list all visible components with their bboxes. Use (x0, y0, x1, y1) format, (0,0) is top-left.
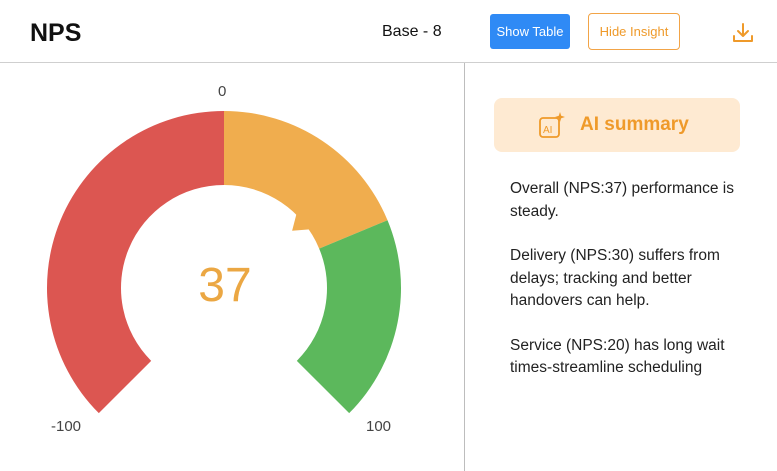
gauge-tick-mid: 0 (218, 83, 227, 100)
gauge-segment-promoter (296, 220, 401, 414)
gauge-tick-min: -100 (51, 418, 82, 435)
gauge-needle (292, 212, 311, 231)
insight-item: Delivery (NPS:30) suffers from delays; t… (510, 247, 720, 309)
nps-gauge: 0 -100 100 37 (0, 63, 464, 471)
base-count: Base - 8 (382, 23, 442, 40)
ai-summary-card[interactable]: AI AI summary (494, 98, 740, 152)
hide-insight-button[interactable]: Hide Insight (588, 13, 680, 50)
ai-summary-label: AI summary (580, 114, 689, 135)
header-bar: NPS Base - 8 Show Table Hide Insight (0, 0, 777, 63)
svg-text:AI: AI (543, 125, 552, 136)
page-title: NPS (30, 19, 82, 47)
insight-item: Service (NPS:20) has long wait times-str… (510, 336, 725, 377)
download-icon[interactable] (731, 21, 755, 45)
ai-sparkle-icon: AI (537, 110, 567, 140)
gauge-value: 37 (198, 259, 252, 312)
insight-item: Overall (NPS:37) performance is steady. (510, 180, 734, 220)
gauge-segment-passive (224, 111, 388, 249)
panel-divider (464, 63, 465, 471)
gauge-segment-detractor (47, 110, 225, 414)
insight-list: Overall (NPS:37) performance is steady. … (510, 178, 755, 402)
show-table-button[interactable]: Show Table (490, 14, 570, 49)
gauge-chart (47, 110, 401, 414)
gauge-tick-max: 100 (366, 418, 392, 435)
